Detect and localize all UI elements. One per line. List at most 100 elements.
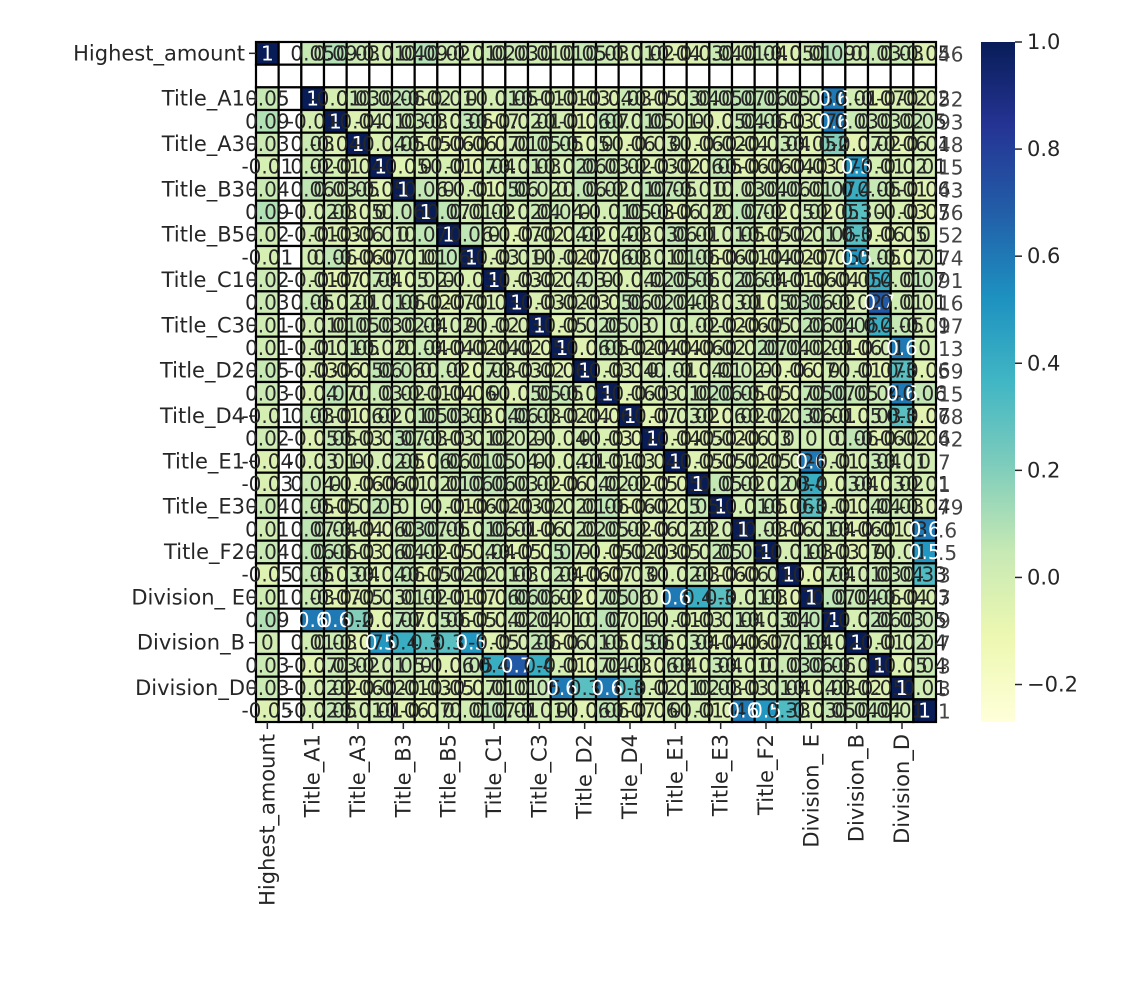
y-tick-label: Title_C3	[160, 313, 245, 338]
heatmap-cell-nan	[413, 63, 439, 89]
y-tick-label: Title_E3	[162, 495, 245, 520]
cell-annotation: 0	[782, 427, 795, 451]
x-tick-label: Title_A1	[301, 734, 326, 818]
y-tick-label: Title_B5	[161, 223, 245, 248]
cell-annotation-overflow: 42	[938, 428, 963, 452]
heatmap-cell-nan	[640, 63, 666, 89]
cell-annotation-overflow: 48	[938, 133, 963, 157]
cell-annotation-overflow: .6	[938, 518, 957, 542]
heatmap-cell-nan	[300, 63, 326, 89]
cell-annotation-overflow: 97	[938, 314, 963, 338]
cell-annotation-overflow: 7	[938, 632, 951, 656]
cell-annotation-overflow: 3	[938, 677, 951, 701]
cell-annotation-overflow: 13	[938, 337, 963, 361]
cell-annotation: 0	[261, 631, 274, 655]
heatmap-cell-nan	[730, 63, 756, 89]
cell-annotation-overflow: 59	[938, 360, 963, 384]
y-tick-label: Title_A3	[161, 132, 245, 157]
heatmap-cell-nan	[776, 63, 802, 89]
cell-annotation: 0	[805, 427, 818, 451]
cell-annotation: -0.01	[241, 155, 293, 179]
cell-annotation-overflow: 79	[938, 496, 963, 520]
cell-annotation-overflow: 56	[938, 201, 963, 225]
heatmap-cell-nan	[322, 63, 348, 89]
cell-annotation-overflow: 9	[938, 609, 951, 633]
cell-annotation: 0	[397, 495, 410, 519]
cell-annotation: -0.05	[241, 699, 293, 723]
x-tick-label: Title_C3	[527, 734, 552, 819]
colorbar-tick-label: 0.4	[1027, 351, 1060, 375]
heatmap-cell-nan	[798, 63, 824, 89]
cell-annotation-overflow: 16	[938, 292, 963, 316]
colorbar-tick-label: 0.0	[1027, 565, 1060, 589]
cell-annotation: 1	[261, 41, 274, 65]
cell-annotation-overflow: 93	[938, 110, 963, 134]
cell-annotation-overflow: 3	[938, 564, 951, 588]
cell-annotation: 0	[646, 313, 659, 337]
cell-annotation: 0.5	[909, 540, 941, 564]
cell-annotation-overflow: 7	[938, 586, 951, 610]
y-tick-label: Title_D4	[159, 404, 245, 429]
colorbar: 1.0 0.8 0.6 0.4 0.2 0.0 −0.2	[981, 30, 1078, 722]
heatmap-cell-nan	[481, 63, 507, 89]
heatmap-cell-nan	[889, 63, 915, 89]
colorbar-ticks: 1.0 0.8 0.6 0.4 0.2 0.0 −0.2	[1015, 30, 1078, 697]
heatmap-cell-nan	[458, 63, 484, 89]
cell-annotation-overflow: 43	[938, 178, 963, 202]
heatmap-annotations: 1 0.050.090.03-0.010.040.090.02-0.010.020…	[241, 41, 963, 723]
y-tick-label: Title_F2	[163, 540, 245, 565]
y-tick-label: Highest_amount	[73, 41, 245, 66]
cell-annotation: -0.05	[241, 563, 293, 587]
cell-annotation: 0.01	[245, 517, 290, 541]
x-tick-label: Title_D2	[573, 734, 598, 820]
x-axis: Highest_amount Title_A1 Title_A3 Title_B3 Ti…	[255, 722, 915, 906]
y-tick-label: Division_ E	[131, 585, 245, 610]
heatmap-cell-nan	[821, 63, 847, 89]
heatmap-cell-nan	[526, 63, 552, 89]
x-tick-label: Title_D4	[618, 734, 643, 820]
heatmap-cell-nan	[368, 63, 394, 89]
cell-annotation: 0.02	[245, 427, 290, 451]
cell-annotation: 0.6	[909, 517, 941, 541]
x-tick-label: Division_B	[845, 734, 870, 842]
heatmap-cell-nan	[844, 63, 870, 89]
cell-annotation: 0.01	[245, 336, 290, 360]
x-tick-label: Title_E3	[709, 734, 734, 817]
heatmap-cell-nan	[708, 63, 734, 89]
heatmap-cell-nan	[753, 63, 779, 89]
cell-annotation: -0.01	[241, 245, 293, 269]
x-tick-label: Division_ E	[799, 734, 824, 848]
cell-annotation-overflow: 1	[938, 473, 951, 497]
heatmap-cell-nan	[436, 63, 462, 89]
y-tick-label: Title_A1	[161, 87, 245, 112]
cell-annotation-overflow: 3	[938, 654, 951, 678]
cell-annotation: 0.03	[245, 291, 290, 315]
x-tick-label: Title_B5	[437, 734, 462, 818]
x-tick-label: Title_E1	[663, 734, 688, 817]
cell-annotation: 0.09	[245, 608, 290, 632]
heatmap-cell-nan	[277, 63, 303, 89]
heatmap-cell-nan	[254, 63, 280, 89]
cell-annotation-overflow: 7	[938, 450, 951, 474]
colorbar-gradient	[981, 42, 1015, 722]
cell-annotation-overflow: 15	[938, 156, 963, 180]
colorbar-tick-label: 0.2	[1027, 458, 1060, 482]
y-axis: Highest_amount Title_A1 Title_A3 Title_B3 Ti…	[73, 41, 256, 701]
cell-annotation-overflow: 91	[938, 269, 963, 293]
cell-annotation-overflow: 68	[938, 405, 963, 429]
cell-annotation: 0	[646, 585, 659, 609]
heatmap-cell-nan	[866, 63, 892, 89]
cell-annotation: 0.6	[886, 336, 918, 360]
cell-annotation: 0.3	[841, 200, 873, 224]
heatmap-cell-nan	[662, 63, 688, 89]
y-tick-label: Division_D	[135, 676, 245, 701]
cell-annotation-overflow: 15	[938, 382, 963, 406]
heatmap-cell-nan	[572, 63, 598, 89]
colorbar-tick-label: 0.8	[1027, 137, 1060, 161]
cell-annotation: 0	[918, 336, 931, 360]
x-tick-label: Division_D	[890, 734, 915, 844]
heatmap-cell-nan	[594, 63, 620, 89]
heatmap-cells	[254, 40, 938, 724]
y-tick-label: Title_E1	[162, 449, 245, 474]
cell-annotation: -0.03	[241, 472, 293, 496]
